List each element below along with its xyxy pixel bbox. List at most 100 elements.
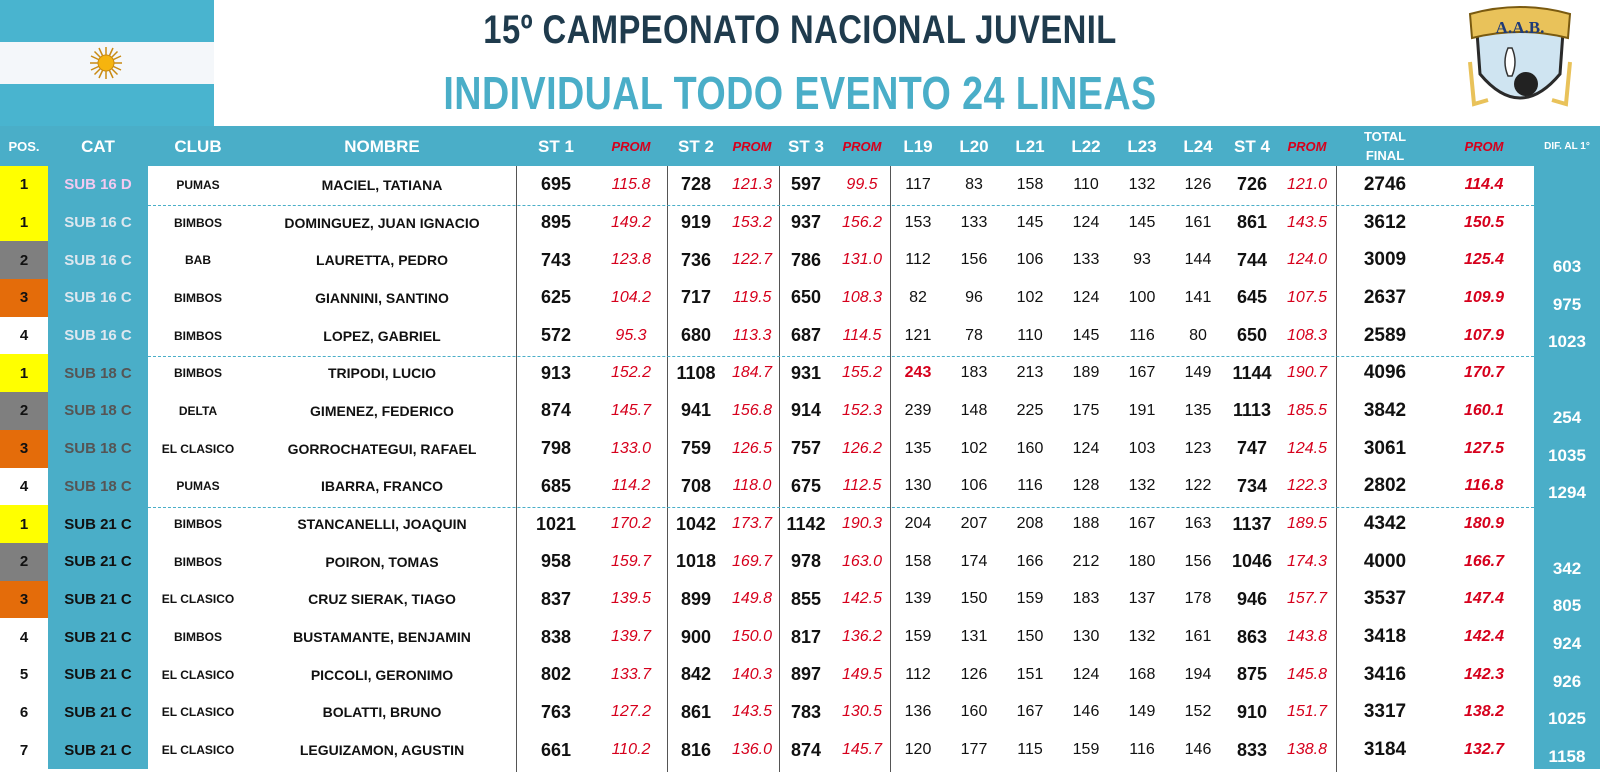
l23-cell: 132 bbox=[1128, 628, 1156, 646]
st1-cell: 895 bbox=[540, 212, 572, 233]
table-row: 3 SUB 16 C BIMBOS GIANNINI, SANTINO 625 104.2… bbox=[0, 279, 1600, 317]
l20-cell: 106 bbox=[960, 477, 988, 495]
st4-cell: 645 bbox=[1236, 287, 1268, 308]
header-dif: DIF. AL 1° bbox=[1544, 140, 1590, 152]
st3-cell: 675 bbox=[790, 475, 822, 496]
total-prom-cell: 114.4 bbox=[1464, 175, 1504, 193]
argentina-flag bbox=[0, 0, 214, 126]
prom2-cell: 156.8 bbox=[731, 401, 773, 419]
table-row: 4 SUB 16 C BIMBOS LOPEZ, GABRIEL 572 95.3 680 1… bbox=[0, 316, 1600, 355]
table-row: 5 SUB 21 C EL CLASICO PICCOLI, GERONIMO 802 1… bbox=[0, 655, 1600, 694]
l20-cell: 96 bbox=[965, 288, 983, 306]
club-cell: EL CLASICO bbox=[161, 667, 235, 682]
l21-cell: 116 bbox=[1017, 477, 1043, 495]
prom2-cell: 126.5 bbox=[731, 439, 773, 457]
st2-cell: 1042 bbox=[675, 513, 717, 534]
l21-cell: 145 bbox=[1016, 213, 1044, 231]
category-cell: SUB 18 C bbox=[48, 392, 148, 430]
prom2-cell: 118.0 bbox=[732, 477, 772, 495]
l21-cell: 225 bbox=[1016, 401, 1044, 419]
header-l22: L22 bbox=[1071, 136, 1101, 156]
player-name-cell: GIMENEZ, FEDERICO bbox=[310, 402, 454, 419]
l20-cell: 102 bbox=[960, 439, 988, 457]
total-cell: 4342 bbox=[1363, 513, 1407, 535]
st4-cell: 1046 bbox=[1231, 551, 1273, 572]
l19-cell: 136 bbox=[904, 703, 932, 721]
l23-cell: 116 bbox=[1129, 741, 1155, 759]
player-name-cell: STANCANELLI, JOAQUIN bbox=[297, 516, 467, 533]
category-cell: SUB 21 C bbox=[48, 655, 148, 694]
l21-cell: 213 bbox=[1016, 364, 1044, 382]
prom1-cell: 104.2 bbox=[610, 288, 652, 306]
club-cell: BIMBOS bbox=[174, 366, 222, 381]
prom4-cell: 124.0 bbox=[1286, 251, 1328, 269]
club-cell: EL CLASICO bbox=[161, 743, 235, 758]
header-l20: L20 bbox=[959, 136, 989, 156]
table-row: 4 SUB 21 C BIMBOS BUSTAMANTE, BENJAMIN 838 13… bbox=[0, 618, 1600, 656]
st3-cell: 687 bbox=[790, 325, 822, 346]
sun-of-may-icon bbox=[90, 47, 122, 79]
prom4-cell: 138.8 bbox=[1286, 741, 1328, 759]
position-cell: 2 bbox=[0, 542, 48, 581]
club-cell: BIMBOS bbox=[174, 290, 222, 305]
st1-cell: 1021 bbox=[535, 513, 577, 534]
st2-cell: 1018 bbox=[675, 551, 717, 572]
prom2-cell: 143.5 bbox=[731, 703, 773, 721]
st2-cell: 736 bbox=[680, 249, 712, 270]
total-cell: 2637 bbox=[1363, 286, 1407, 308]
header-prom-3: PROM bbox=[842, 138, 882, 154]
table-row: 3 SUB 18 C EL CLASICO GORROCHATEGUI, RAFAEL… bbox=[0, 429, 1600, 468]
l20-cell: 207 bbox=[960, 515, 988, 533]
l24-cell: 161 bbox=[1184, 628, 1212, 646]
st1-cell: 661 bbox=[540, 739, 572, 760]
position-cell: 4 bbox=[19, 327, 29, 345]
l20-cell: 174 bbox=[960, 552, 988, 570]
prom3-cell: 152.3 bbox=[841, 401, 883, 419]
header-l21: L21 bbox=[1015, 136, 1045, 156]
total-prom-cell: 160.1 bbox=[1463, 401, 1505, 419]
column-divider bbox=[667, 166, 668, 772]
total-cell: 4096 bbox=[1363, 362, 1407, 384]
st4-cell: 1144 bbox=[1232, 362, 1272, 383]
category-cell: SUB 16 D bbox=[48, 166, 148, 204]
total-cell: 3418 bbox=[1363, 626, 1407, 648]
category-cell: SUB 18 C bbox=[48, 467, 148, 506]
l23-cell: 167 bbox=[1128, 515, 1156, 533]
l20-cell: 183 bbox=[960, 364, 988, 382]
prom3-cell: 130.5 bbox=[841, 703, 883, 721]
st4-cell: 650 bbox=[1236, 325, 1268, 346]
l23-cell: 93 bbox=[1133, 251, 1151, 269]
l21-cell: 102 bbox=[1016, 288, 1044, 306]
table-row: 1 SUB 16 C BIMBOS DOMINGUEZ, JUAN IGNACIO 89… bbox=[0, 203, 1600, 242]
st1-cell: 763 bbox=[540, 701, 572, 722]
l21-cell: 151 bbox=[1016, 665, 1044, 683]
prom1-cell: 139.7 bbox=[610, 628, 652, 646]
l24-cell: 141 bbox=[1184, 288, 1212, 306]
category-cell: SUB 16 C bbox=[48, 316, 148, 355]
group-separator bbox=[148, 205, 1534, 206]
prom2-cell: 122.7 bbox=[731, 251, 773, 269]
prom1-cell: 95.3 bbox=[615, 326, 647, 344]
st3-cell: 597 bbox=[790, 174, 822, 195]
table-row: 1 SUB 16 D PUMAS MACIEL, TATIANA 695 115.8 728… bbox=[0, 166, 1600, 204]
player-name-cell: LEGUIZAMON, AGUSTIN bbox=[299, 742, 465, 759]
l22-cell: 159 bbox=[1072, 741, 1100, 759]
results-table: POS. CAT CLUB NOMBRE ST 1 PROM ST 2 PROM… bbox=[0, 126, 1600, 769]
total-cell: 3061 bbox=[1363, 437, 1407, 459]
prom1-cell: 159.7 bbox=[610, 552, 652, 570]
total-prom-cell: 142.3 bbox=[1463, 665, 1505, 683]
player-name-cell: LOPEZ, GABRIEL bbox=[323, 327, 441, 344]
prom1-cell: 115.8 bbox=[611, 175, 651, 193]
st4-cell: 726 bbox=[1236, 174, 1268, 195]
club-cell: BIMBOS bbox=[174, 215, 222, 230]
total-cell: 3184 bbox=[1363, 739, 1407, 761]
prom1-cell: 145.7 bbox=[610, 401, 652, 419]
category-cell: SUB 18 C bbox=[48, 354, 148, 393]
l19-cell: 239 bbox=[904, 401, 932, 419]
prom2-cell: 136.0 bbox=[731, 741, 773, 759]
total-cell: 3537 bbox=[1363, 588, 1407, 610]
header-prom-1: PROM bbox=[611, 138, 651, 154]
l22-cell: 130 bbox=[1072, 628, 1100, 646]
dif-cell: 342 bbox=[1534, 542, 1600, 581]
club-cell: PUMAS bbox=[176, 177, 220, 192]
